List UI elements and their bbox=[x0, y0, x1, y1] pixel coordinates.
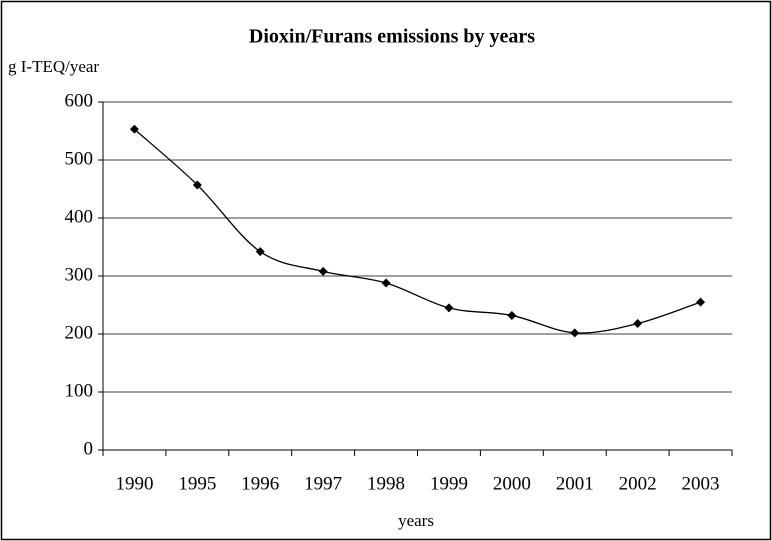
y-axis-label: g I-TEQ/year bbox=[8, 57, 99, 76]
y-tick-label: 300 bbox=[65, 264, 94, 285]
x-tick-label: 1999 bbox=[430, 473, 468, 494]
point-marker bbox=[129, 124, 139, 134]
series-line bbox=[134, 128, 701, 334]
y-tick-label: 600 bbox=[65, 90, 94, 111]
point-marker bbox=[507, 310, 517, 320]
x-tick-label: 1990 bbox=[115, 473, 153, 494]
point-marker bbox=[444, 303, 454, 313]
x-tick-label: 1995 bbox=[178, 473, 216, 494]
x-tick-label: 1997 bbox=[304, 473, 342, 494]
point-marker bbox=[255, 247, 265, 257]
point-marker bbox=[192, 180, 202, 190]
point-marker bbox=[633, 319, 643, 329]
x-axis-label: years bbox=[398, 511, 434, 530]
x-tick-label: 2003 bbox=[682, 473, 720, 494]
y-tick-label: 0 bbox=[84, 438, 94, 459]
x-tick-label: 2001 bbox=[556, 473, 594, 494]
point-marker bbox=[696, 297, 706, 307]
point-marker bbox=[381, 278, 391, 288]
x-tick-label: 1996 bbox=[241, 473, 279, 494]
point-marker bbox=[570, 328, 580, 338]
chart-title: Dioxin/Furans emissions by years bbox=[249, 26, 535, 48]
x-tick-label: 2000 bbox=[493, 473, 531, 494]
x-tick-label: 1998 bbox=[367, 473, 405, 494]
y-tick-label: 500 bbox=[65, 148, 94, 169]
point-marker bbox=[318, 266, 328, 276]
x-tick-label: 2002 bbox=[619, 473, 657, 494]
y-tick-label: 100 bbox=[65, 380, 94, 401]
y-tick-label: 400 bbox=[65, 206, 94, 227]
y-tick-label: 200 bbox=[65, 322, 94, 343]
